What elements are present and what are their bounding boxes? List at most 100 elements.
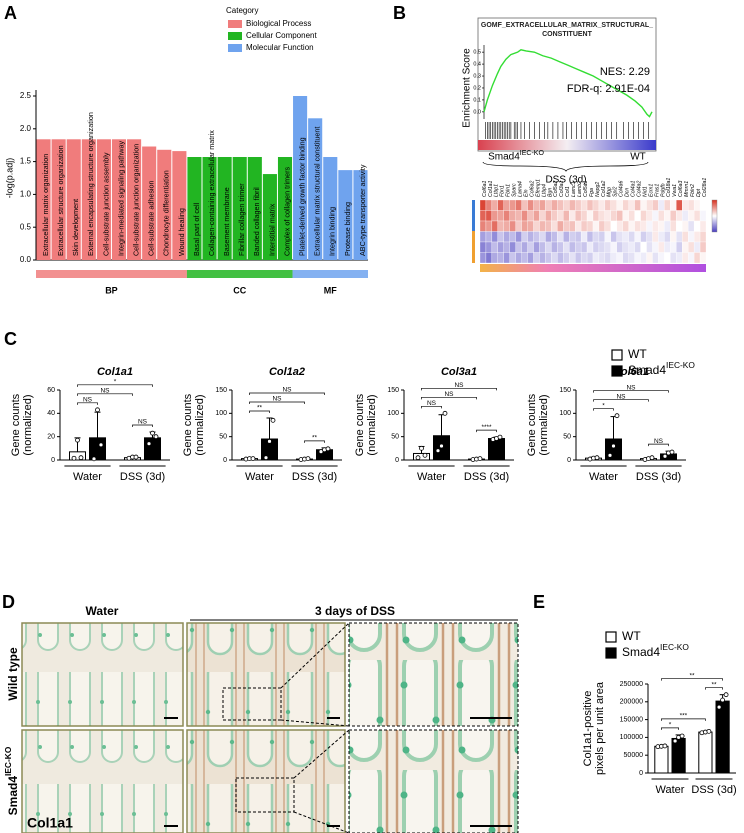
- x-tick-label: Integrin binding: [328, 207, 337, 256]
- significance-label: NS: [83, 397, 93, 404]
- significance-label: NS: [100, 388, 110, 395]
- legend-swatch: [611, 349, 623, 361]
- y-axis-label: Col1a1-positive: [582, 691, 594, 767]
- data-point: [723, 692, 729, 698]
- y-tick-label: 150: [559, 387, 571, 394]
- heatmap-cell: [610, 220, 617, 232]
- gene-label: Bgn: [547, 188, 553, 197]
- heatmap-cell: [699, 231, 707, 243]
- heatmap-cell: [658, 210, 665, 222]
- heatmap-cell: [479, 252, 487, 264]
- annotation: NES: 2.29: [600, 66, 650, 78]
- heatmap-cell: [545, 241, 552, 253]
- data-point: [98, 442, 104, 448]
- heatmap-cell: [485, 241, 493, 253]
- heatmap-cell: [682, 231, 689, 243]
- data-point: [607, 452, 613, 458]
- legend-title: Category: [226, 6, 258, 15]
- data-point: [263, 455, 269, 461]
- heatmap-cell: [527, 220, 534, 232]
- heatmap-cell: [551, 252, 558, 264]
- heatmap-cell: [688, 231, 695, 243]
- legend-swatch: [605, 647, 617, 659]
- data-point: [95, 407, 100, 413]
- y-tick-label: 2.0: [20, 124, 32, 133]
- heatmap-cell: [533, 220, 540, 232]
- significance-bracket: [661, 678, 723, 681]
- heatmap-cell: [485, 210, 493, 222]
- gene-label: Col1: [565, 186, 571, 197]
- x-tick-label: External encapsulating structure organiz…: [86, 112, 95, 256]
- bar: [81, 139, 96, 260]
- column-header: 3 days of DSS: [315, 604, 395, 618]
- x-tick-label: Extracellular structure organization: [56, 145, 65, 256]
- heatmap-cell: [557, 231, 564, 243]
- bar: [293, 96, 308, 260]
- heatmap-cell: [539, 210, 546, 222]
- heatmap-cell: [563, 241, 570, 253]
- x-tick-label: Protease binding: [343, 202, 352, 256]
- y-axis-label: Gene counts: [182, 393, 194, 456]
- heatmap-cell: [497, 220, 504, 232]
- significance-label: NS: [282, 387, 292, 394]
- gene-label: Vwa1: [672, 184, 678, 197]
- data-point: [614, 413, 620, 419]
- significance-label: ***: [680, 713, 688, 720]
- heatmap-cell: [545, 210, 552, 222]
- superscript: IEC-KO: [520, 150, 545, 157]
- bar: [144, 437, 161, 461]
- x-tick-label: Chondrocyte differentiation: [162, 170, 171, 256]
- bar: [127, 139, 142, 260]
- group-band: [186, 270, 293, 278]
- significance-label: **: [257, 405, 263, 412]
- y-tick-label: 0: [223, 457, 227, 464]
- gene-label: Nepg2: [595, 182, 601, 197]
- data-point: [415, 455, 421, 461]
- x-tick-label: Wound healing: [177, 208, 186, 256]
- heatmap-cell: [652, 210, 659, 222]
- data-point: [706, 728, 712, 734]
- gene-label: Col5a2: [553, 180, 559, 197]
- heatmap-cell: [563, 220, 570, 232]
- significance-bracket: [132, 424, 153, 427]
- heatmap-cell: [545, 231, 552, 243]
- heatmap-cell: [670, 252, 677, 264]
- data-point: [442, 410, 448, 416]
- data-point: [720, 697, 725, 703]
- y-tick-label: 0.5: [20, 222, 32, 231]
- heatmap-cell: [515, 210, 522, 222]
- y-axis-label: Gene counts: [10, 393, 22, 456]
- heatmap-cell: [622, 220, 629, 232]
- heatmap-cell: [616, 220, 623, 232]
- bar: [157, 149, 172, 260]
- heatmap-cell: [491, 220, 498, 232]
- data-point: [435, 448, 441, 454]
- heatmap-cell: [521, 199, 528, 211]
- significance-bracket: [648, 443, 669, 447]
- y-tick-label: 0: [395, 457, 399, 464]
- rank-gradient: [478, 140, 656, 150]
- heatmap-cell: [533, 252, 540, 264]
- y-tick-label: 100: [559, 410, 571, 417]
- heatmap-cell: [646, 199, 653, 211]
- heatmap-cell: [580, 252, 588, 264]
- significance-label: NS: [626, 384, 636, 391]
- bar: [308, 118, 323, 260]
- superscript: IEC-KO: [660, 642, 689, 652]
- heatmap-cell: [652, 252, 659, 264]
- heatmap-cell: [586, 231, 594, 243]
- zoom-box: [235, 777, 295, 813]
- heatmap-cell: [545, 199, 552, 211]
- y-tick-label: 250000: [620, 681, 643, 688]
- heatmap-cell: [640, 210, 647, 222]
- heatmap-cell: [491, 231, 498, 243]
- heatmap-cell: [503, 241, 510, 253]
- heatmap-cell: [670, 241, 677, 253]
- legend-swatch: [228, 20, 242, 28]
- condition-label: DSS (3d): [545, 175, 586, 186]
- heatmap-cell: [586, 241, 594, 253]
- data-point: [594, 455, 600, 461]
- legend-label: Cellular Component: [246, 31, 317, 40]
- x-tick-label: Water: [656, 784, 685, 796]
- x-tick-label: Skin development: [71, 199, 80, 256]
